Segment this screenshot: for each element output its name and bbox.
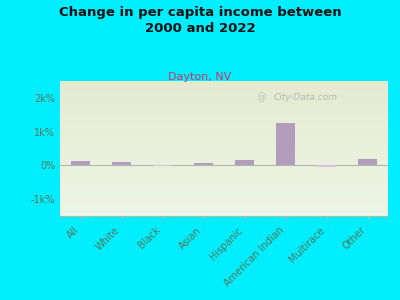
Bar — [71, 161, 90, 165]
Bar — [194, 163, 213, 165]
Bar — [358, 159, 377, 165]
Bar — [112, 162, 131, 165]
Bar — [276, 123, 295, 165]
Text: City-Data.com: City-Data.com — [273, 93, 337, 102]
Bar — [153, 165, 172, 166]
Text: Change in per capita income between
2000 and 2022: Change in per capita income between 2000… — [59, 6, 341, 35]
Text: @: @ — [257, 92, 266, 102]
Bar — [235, 160, 254, 165]
Text: Dayton, NV: Dayton, NV — [168, 72, 232, 82]
Bar — [317, 165, 336, 167]
